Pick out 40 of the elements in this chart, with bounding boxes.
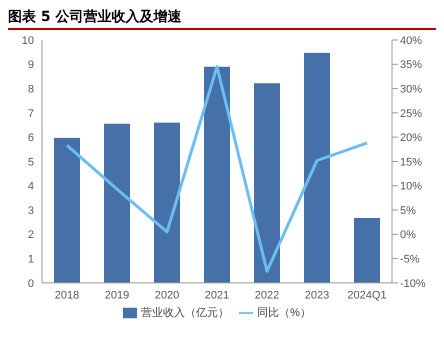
legend-label: 营业收入（亿元） [141,306,230,319]
y2-tick-label: 20% [400,132,422,144]
chart-title: 图表 5 公司营业收入及增速 [8,8,436,30]
bar [104,124,130,283]
bar [204,66,230,283]
y-tick-label: 6 [28,132,34,144]
y2-tick-label: 15% [400,156,422,168]
bar [354,218,380,283]
y-tick-label: 4 [28,180,34,193]
y2-tick-label: 35% [400,59,422,72]
x-tick-label: 2022 [254,290,280,302]
y2-tick-label: 25% [400,108,422,120]
x-tick-label: 2018 [54,290,80,302]
y2-tick-label: -10% [400,278,426,290]
y-tick-label: 0 [28,278,34,290]
y2-tick-label: 30% [400,83,422,96]
x-tick-label: 2019 [104,290,130,302]
y2-tick-label: 0% [400,229,416,242]
y2-tick-label: 10% [400,180,422,193]
line-series [66,65,368,273]
bar [304,52,330,283]
y-tick-label: 5 [28,156,34,168]
y2-tick-label: 5% [400,204,416,217]
bar [54,138,80,283]
legend-label: 同比（%） [257,306,311,319]
y-tick-label: 3 [28,204,34,217]
bar [154,122,180,283]
y2-tick-label: -5% [400,254,420,266]
y-tick-label: 7 [28,108,34,120]
y-tick-label: 8 [28,83,34,96]
y2-tick-label: 40% [400,34,422,47]
x-tick-label: 2021 [204,290,230,302]
x-tick-label: 2023 [304,290,330,302]
bar [254,83,280,283]
x-tick-label: 2024Q1 [347,290,387,302]
y-tick-label: 2 [28,229,34,242]
y-tick-label: 10 [22,34,34,47]
y-tick-label: 9 [28,59,34,72]
x-tick-label: 2020 [154,290,180,302]
y-tick-label: 1 [28,254,34,266]
